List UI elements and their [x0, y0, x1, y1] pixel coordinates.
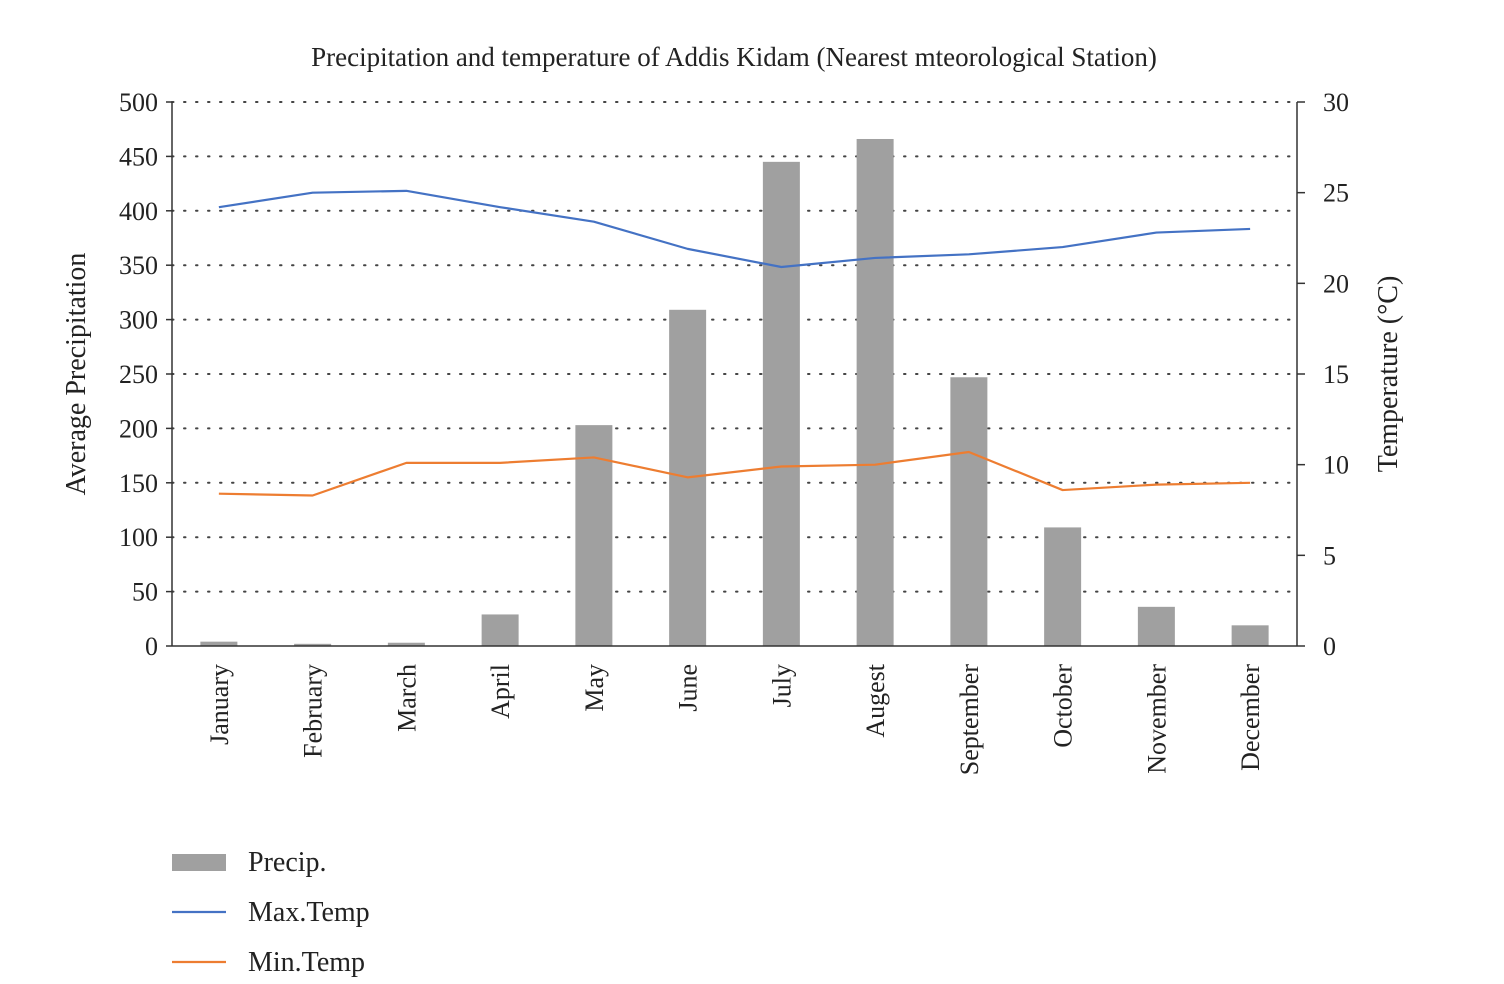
bar-precip [200, 641, 238, 646]
legend-label: Max.Temp [248, 897, 370, 928]
left-tick-label: 250 [119, 360, 158, 389]
right-tick-label: 15 [1323, 360, 1349, 389]
left-axis-ticks: 0 50 100 150 200 250 300 350 400 450 500 [119, 88, 172, 661]
right-tick-label: 20 [1323, 269, 1349, 298]
bar-precip [387, 642, 425, 646]
x-tick-label: October [1049, 664, 1078, 748]
right-tick-label: 5 [1323, 541, 1336, 570]
x-tick-label: July [767, 664, 796, 707]
left-tick-label: 500 [119, 88, 158, 117]
bar-precip [762, 161, 800, 646]
left-tick-label: 150 [119, 469, 158, 498]
right-axis-ticks: 0 5 10 15 20 25 30 [1297, 88, 1349, 661]
y-axis-title-right: Temperature (°C) [1373, 276, 1404, 473]
x-tick-label: December [1236, 664, 1265, 771]
series-line-min-temp [218, 450, 1251, 497]
x-tick-label: May [580, 664, 609, 712]
bar-precip [294, 643, 332, 646]
x-tick-label: March [392, 664, 421, 732]
right-tick-label: 25 [1323, 179, 1349, 208]
x-tick-label: November [1142, 664, 1171, 774]
right-tick-label: 30 [1323, 88, 1349, 117]
left-tick-label: 400 [119, 197, 158, 226]
bars [200, 138, 1269, 646]
legend: Precip. Max.Temp Min.Temp [172, 847, 370, 978]
bar-precip [856, 138, 894, 646]
left-tick-label: 300 [119, 306, 158, 335]
grid [171, 101, 1298, 593]
left-tick-label: 200 [119, 414, 158, 443]
x-tick-label: September [955, 664, 984, 776]
bar-precip [1044, 527, 1082, 646]
left-tick-label: 50 [132, 578, 158, 607]
chart-title: Precipitation and temperature of Addis K… [311, 42, 1157, 72]
left-tick-label: 100 [119, 523, 158, 552]
lines [218, 189, 1251, 497]
bar-precip [575, 425, 613, 646]
legend-swatch-bar [172, 854, 226, 871]
bar-precip [1137, 606, 1175, 646]
x-tick-label: April [486, 664, 515, 719]
x-tick-label: Augest [861, 663, 890, 737]
series-line-max-temp [218, 189, 1251, 269]
x-tick-label: January [205, 664, 234, 745]
x-axis-ticks: January February March April May June July Auge… [205, 663, 1265, 775]
right-tick-label: 10 [1323, 451, 1349, 480]
bar-precip [1231, 625, 1269, 646]
legend-label: Min.Temp [248, 947, 365, 978]
left-tick-label: 450 [119, 142, 158, 171]
left-tick-label: 350 [119, 251, 158, 280]
x-tick-label: June [674, 664, 703, 712]
x-tick-label: February [299, 664, 328, 758]
legend-label: Precip. [248, 847, 327, 878]
bar-precip [950, 377, 988, 646]
bar-precip [481, 614, 519, 646]
y-axis-title-left: Average Precipitation [61, 253, 92, 496]
left-tick-label: 0 [145, 632, 158, 661]
right-tick-label: 0 [1323, 632, 1336, 661]
